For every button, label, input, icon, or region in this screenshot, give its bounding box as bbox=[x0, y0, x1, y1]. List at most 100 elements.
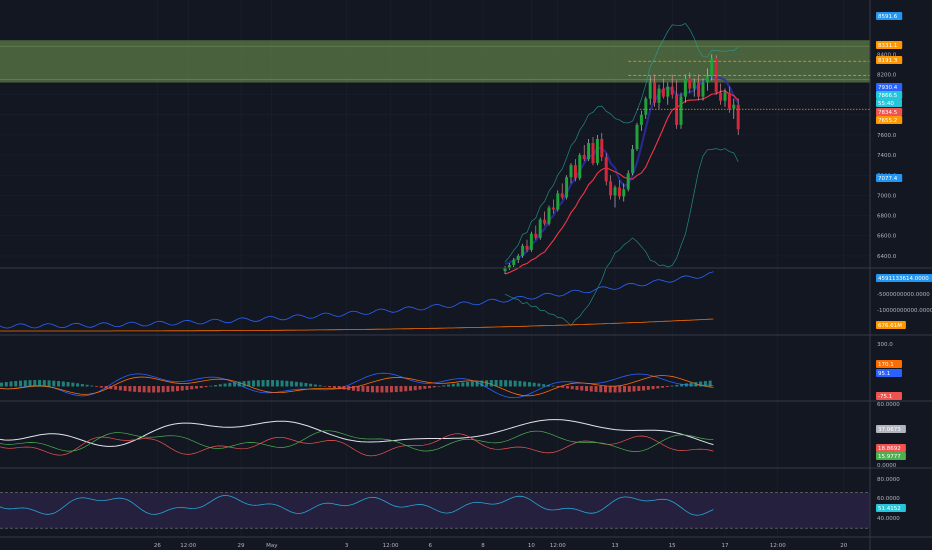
candle[interactable] bbox=[578, 153, 582, 181]
candle-body[interactable] bbox=[688, 78, 692, 89]
candle[interactable] bbox=[525, 239, 529, 252]
candle[interactable] bbox=[560, 183, 564, 200]
candle[interactable] bbox=[675, 80, 679, 129]
candle[interactable] bbox=[635, 122, 639, 152]
candle-body[interactable] bbox=[697, 82, 701, 97]
candle[interactable] bbox=[736, 98, 740, 135]
candle-body[interactable] bbox=[670, 86, 674, 95]
candle[interactable] bbox=[622, 183, 626, 202]
candle[interactable] bbox=[701, 78, 705, 101]
candle-body[interactable] bbox=[609, 181, 613, 196]
candle[interactable] bbox=[551, 199, 555, 214]
candle[interactable] bbox=[507, 262, 511, 271]
candle[interactable] bbox=[705, 68, 709, 91]
candle-body[interactable] bbox=[701, 82, 705, 97]
candle-body[interactable] bbox=[736, 104, 740, 130]
candle-body[interactable] bbox=[560, 193, 564, 198]
candle-body[interactable] bbox=[600, 138, 604, 158]
candle[interactable] bbox=[683, 74, 687, 103]
candle-body[interactable] bbox=[657, 88, 661, 103]
candle[interactable] bbox=[521, 243, 525, 258]
candle[interactable] bbox=[604, 153, 608, 186]
candle-body[interactable] bbox=[543, 219, 547, 224]
candle-body[interactable] bbox=[679, 96, 683, 125]
candle-body[interactable] bbox=[503, 268, 507, 272]
candle[interactable] bbox=[503, 265, 507, 275]
candle[interactable] bbox=[688, 72, 692, 93]
candle-body[interactable] bbox=[525, 245, 529, 250]
candle[interactable] bbox=[595, 134, 599, 166]
candle-body[interactable] bbox=[507, 264, 511, 268]
candle-body[interactable] bbox=[613, 187, 617, 196]
candle[interactable] bbox=[666, 82, 670, 105]
candle[interactable] bbox=[547, 205, 551, 226]
candle[interactable] bbox=[719, 83, 723, 105]
candle-body[interactable] bbox=[569, 165, 573, 178]
candle-body[interactable] bbox=[705, 76, 709, 83]
candle[interactable] bbox=[587, 138, 591, 162]
candle-body[interactable] bbox=[683, 78, 687, 97]
candle-body[interactable] bbox=[648, 82, 652, 99]
candle[interactable] bbox=[697, 74, 701, 101]
candle[interactable] bbox=[631, 145, 635, 176]
candle[interactable] bbox=[710, 54, 714, 81]
candle-body[interactable] bbox=[675, 94, 679, 125]
candle-body[interactable] bbox=[719, 92, 723, 101]
candle-body[interactable] bbox=[635, 124, 639, 150]
candle-body[interactable] bbox=[516, 255, 520, 260]
candle-body[interactable] bbox=[644, 98, 648, 115]
candle-body[interactable] bbox=[582, 155, 586, 160]
candle[interactable] bbox=[644, 96, 648, 119]
candle[interactable] bbox=[648, 76, 652, 105]
candle[interactable] bbox=[657, 84, 661, 109]
candle[interactable] bbox=[512, 257, 516, 267]
candle[interactable] bbox=[534, 225, 538, 240]
candle[interactable] bbox=[591, 136, 595, 166]
candle[interactable] bbox=[556, 190, 560, 212]
candle-body[interactable] bbox=[732, 104, 736, 109]
time-axis[interactable]: 26 12:00 29 May 3 12:00 6 8 10 12:00 13 15 17 12:00 20 bbox=[154, 543, 848, 549]
candle[interactable] bbox=[723, 88, 727, 107]
candle[interactable] bbox=[529, 231, 533, 252]
candle[interactable] bbox=[670, 74, 674, 99]
candle[interactable] bbox=[727, 86, 731, 113]
candle[interactable] bbox=[543, 211, 547, 226]
candle[interactable] bbox=[613, 185, 617, 208]
candle-body[interactable] bbox=[573, 165, 577, 179]
candle-body[interactable] bbox=[595, 138, 599, 164]
candle[interactable] bbox=[582, 145, 586, 162]
candle[interactable] bbox=[661, 78, 665, 99]
candle[interactable] bbox=[639, 110, 643, 131]
candle[interactable] bbox=[692, 78, 696, 97]
candle-body[interactable] bbox=[512, 259, 516, 265]
candle-body[interactable] bbox=[639, 114, 643, 125]
candle-body[interactable] bbox=[692, 82, 696, 89]
candle[interactable] bbox=[565, 175, 569, 200]
candle[interactable] bbox=[617, 180, 621, 200]
candle-body[interactable] bbox=[578, 155, 582, 179]
candle-body[interactable] bbox=[587, 143, 591, 160]
candle-body[interactable] bbox=[626, 173, 630, 190]
candle-body[interactable] bbox=[529, 233, 533, 250]
candle[interactable] bbox=[653, 74, 657, 107]
candle-body[interactable] bbox=[538, 219, 542, 238]
candle-body[interactable] bbox=[604, 157, 608, 182]
candle-body[interactable] bbox=[591, 143, 595, 164]
candle-body[interactable] bbox=[661, 88, 665, 97]
candle-body[interactable] bbox=[653, 82, 657, 103]
candle-body[interactable] bbox=[534, 233, 538, 238]
candle-body[interactable] bbox=[727, 92, 731, 109]
candle-body[interactable] bbox=[547, 207, 551, 224]
candle[interactable] bbox=[732, 98, 736, 119]
candle[interactable] bbox=[516, 253, 520, 263]
candle[interactable] bbox=[600, 132, 604, 162]
candle-body[interactable] bbox=[617, 187, 621, 197]
candle-body[interactable] bbox=[666, 86, 670, 97]
candle-body[interactable] bbox=[551, 207, 555, 210]
candle[interactable] bbox=[609, 175, 613, 200]
candle-body[interactable] bbox=[622, 189, 626, 197]
candle-body[interactable] bbox=[631, 149, 635, 174]
candle-body[interactable] bbox=[710, 58, 714, 77]
